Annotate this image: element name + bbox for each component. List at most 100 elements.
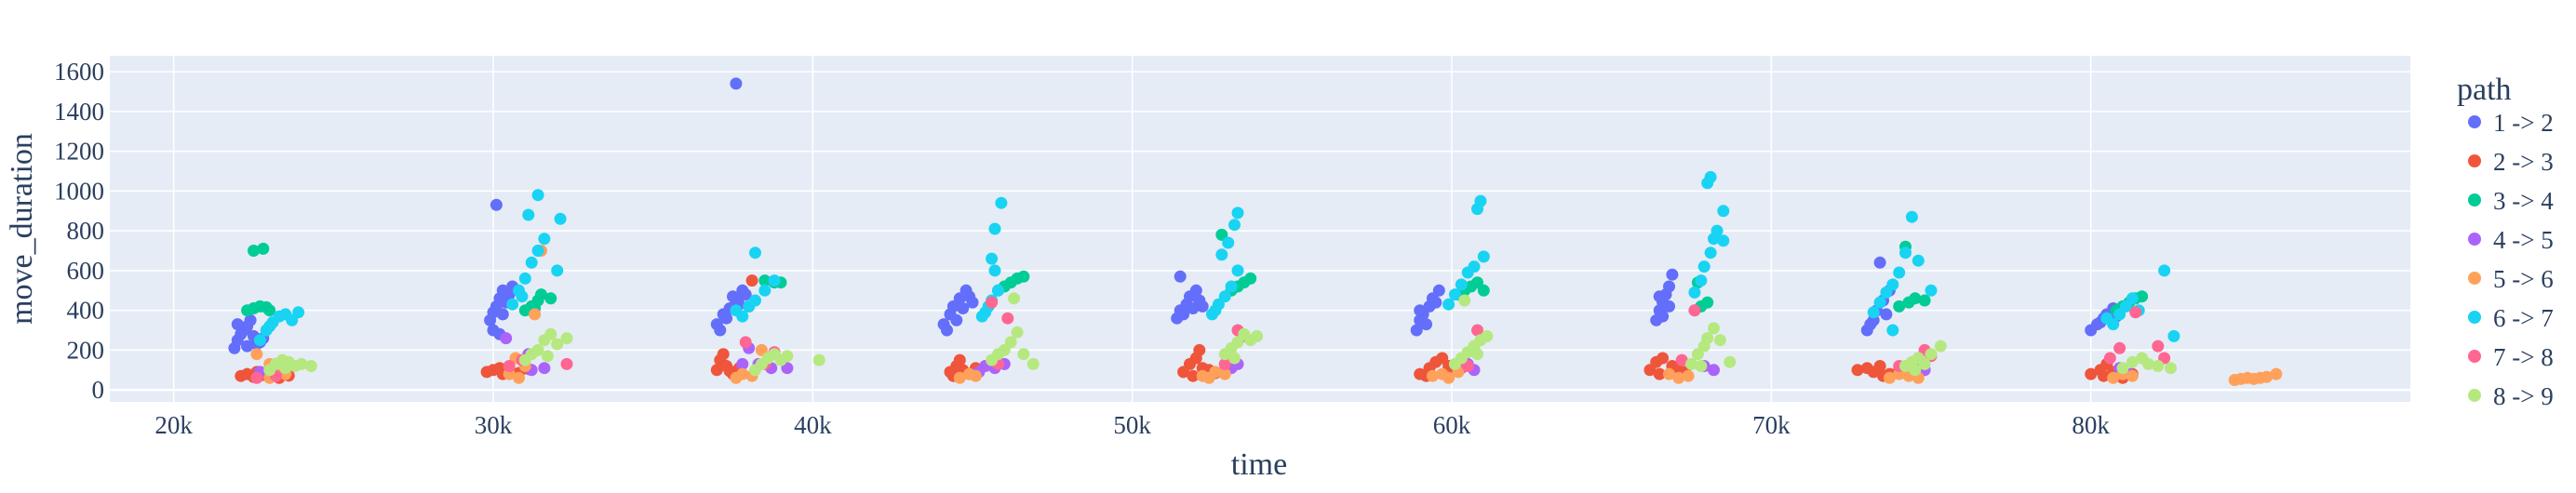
data-point — [992, 284, 1004, 297]
data-point — [730, 77, 743, 90]
data-point — [1458, 294, 1471, 307]
data-point — [263, 320, 276, 333]
series-8 — [263, 292, 2177, 377]
data-point — [248, 245, 260, 257]
data-point — [1893, 266, 1906, 279]
data-point — [2142, 357, 2154, 370]
data-point — [1026, 357, 1040, 370]
data-point — [714, 324, 727, 337]
x-tick-label: 70k — [1752, 411, 1791, 439]
data-point — [1708, 322, 1720, 335]
legend-marker — [2468, 350, 2481, 363]
data-point — [1701, 296, 1714, 309]
data-point — [1218, 290, 1231, 303]
legend-marker — [2468, 154, 2481, 167]
data-point — [551, 264, 564, 277]
data-point — [1474, 194, 1487, 207]
data-point — [490, 198, 503, 211]
data-point — [544, 327, 557, 340]
data-point — [1228, 352, 1241, 365]
legend-label: 4 -> 5 — [2493, 226, 2554, 254]
y-tick-label: 600 — [67, 257, 105, 285]
data-point — [995, 196, 1008, 209]
legend-item[interactable]: 2 -> 3 — [2468, 148, 2554, 176]
data-point — [1244, 272, 1257, 285]
data-point — [1934, 340, 1947, 353]
data-point — [1688, 304, 1701, 317]
data-point — [1695, 360, 1708, 372]
data-point — [241, 340, 254, 353]
data-point — [1893, 300, 1906, 313]
data-point — [1873, 256, 1886, 269]
legend: path 1 -> 2 2 -> 3 3 -> 4 4 -> 5 5 -> 6 6 -> … — [2457, 73, 2554, 410]
y-axis-title: move_duration — [5, 133, 39, 325]
legend-item[interactable]: 3 -> 4 — [2468, 187, 2554, 215]
legend-title: path — [2457, 73, 2512, 107]
data-point — [1883, 371, 1896, 384]
y-tick-label: 1600 — [54, 58, 104, 86]
series-6 — [253, 170, 2180, 347]
x-tick-label: 60k — [1433, 411, 1471, 439]
y-tick-label: 200 — [67, 336, 105, 364]
data-point — [1663, 280, 1675, 293]
data-point — [781, 350, 794, 363]
data-point — [1685, 357, 1697, 370]
x-axis-title: time — [1231, 447, 1287, 482]
data-point — [1701, 332, 1714, 345]
data-point — [1001, 312, 1014, 325]
data-point — [1867, 306, 1880, 319]
data-point — [1663, 300, 1675, 313]
data-point — [941, 324, 953, 337]
data-point — [1925, 348, 1938, 361]
data-point — [1468, 260, 1481, 273]
data-point — [758, 284, 771, 297]
data-point — [1196, 300, 1209, 313]
data-point — [1215, 248, 1228, 261]
x-tick-label: 80k — [2072, 411, 2110, 439]
legend-item[interactable]: 5 -> 6 — [2468, 265, 2554, 293]
data-point — [710, 364, 723, 377]
legend-label: 5 -> 6 — [2493, 265, 2554, 293]
data-point — [1471, 348, 1483, 361]
data-point — [986, 296, 999, 309]
data-point — [988, 264, 1001, 277]
data-point — [244, 313, 257, 326]
data-point — [1724, 355, 1737, 368]
legend-marker — [2468, 233, 2481, 246]
data-point — [257, 242, 270, 255]
data-point — [1873, 296, 1886, 309]
data-point — [1886, 324, 1899, 337]
data-point — [1657, 352, 1670, 365]
legend-item[interactable]: 1 -> 2 — [2468, 109, 2554, 137]
x-tick-labels: 20k 30k 40k 50k 60k 70k 80k — [154, 411, 2110, 439]
data-point — [1471, 324, 1483, 337]
data-point — [2126, 292, 2139, 305]
legend-label: 7 -> 8 — [2493, 343, 2554, 371]
data-point — [516, 290, 529, 303]
legend-item[interactable]: 6 -> 7 — [2468, 304, 2554, 332]
data-point — [2136, 290, 2149, 303]
data-point — [503, 360, 516, 372]
data-point — [1228, 219, 1241, 232]
legend-item[interactable]: 7 -> 8 — [2468, 343, 2554, 371]
data-point — [1886, 278, 1899, 291]
legend-item[interactable]: 4 -> 5 — [2468, 226, 2554, 254]
data-point — [749, 246, 761, 260]
y-tick-label: 1000 — [54, 177, 104, 205]
data-point — [531, 245, 544, 257]
data-point — [1414, 304, 1427, 317]
data-point — [541, 350, 554, 363]
data-point — [1925, 284, 1938, 297]
data-point — [1657, 310, 1670, 323]
data-point — [1442, 371, 1456, 384]
legend-item[interactable]: 8 -> 9 — [2468, 382, 2554, 410]
data-point — [1442, 298, 1456, 311]
data-point — [250, 348, 263, 361]
data-point — [745, 274, 758, 287]
data-point — [1666, 268, 1679, 281]
data-point — [953, 353, 966, 366]
data-point — [535, 288, 547, 301]
data-point — [2152, 360, 2165, 372]
